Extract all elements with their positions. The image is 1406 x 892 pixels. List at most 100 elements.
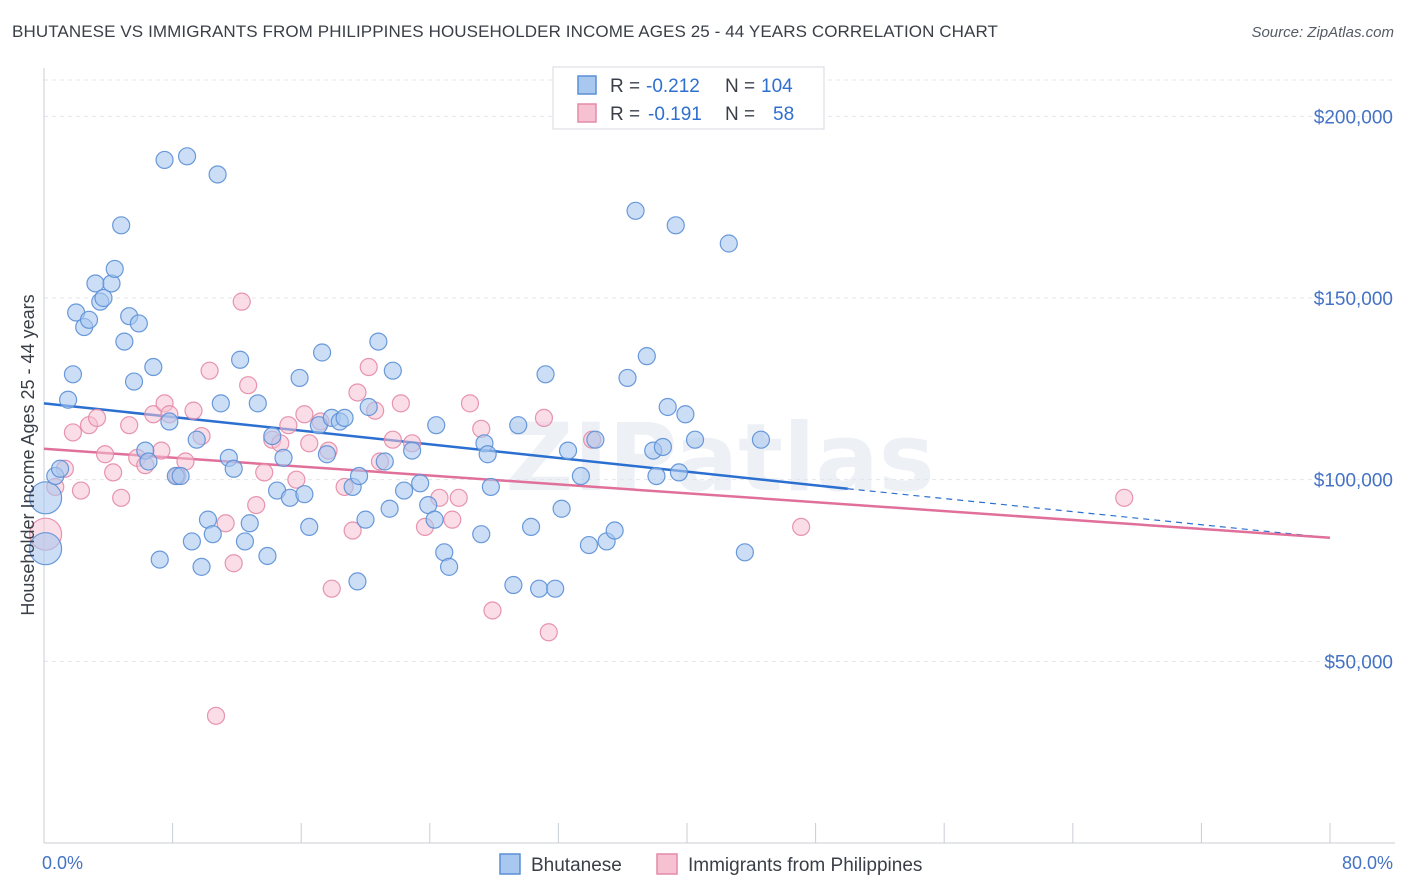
y-tick-label-2: $150,000 bbox=[1314, 289, 1393, 310]
philippines-point-57 bbox=[792, 517, 811, 537]
philippines-point-10 bbox=[120, 416, 139, 435]
bhutanese-point-83 bbox=[558, 441, 578, 460]
philippines-point-9 bbox=[112, 488, 131, 507]
y-tick-label-3: $200,000 bbox=[1314, 107, 1393, 128]
bhutanese-point-15 bbox=[115, 332, 134, 351]
philippines-point-23 bbox=[216, 514, 235, 533]
chart-title: BHUTANESE VS IMMIGRANTS FROM PHILIPPINES… bbox=[12, 22, 999, 41]
bhutanese-point-69 bbox=[425, 510, 444, 529]
bhutanese-point-18 bbox=[129, 314, 148, 333]
philippines-point-51 bbox=[460, 394, 480, 413]
bhutanese-point-94 bbox=[653, 437, 672, 457]
bhutanese-point-68 bbox=[427, 416, 446, 435]
philippines-point-3 bbox=[63, 423, 83, 442]
bhutanese-point-74 bbox=[478, 445, 497, 464]
bhutanese-point-17 bbox=[124, 372, 144, 391]
philippines-trend-line bbox=[43, 447, 1331, 540]
bhutanese-point-21 bbox=[144, 357, 163, 377]
bhutanese-point-39 bbox=[240, 514, 259, 533]
bottom-legend: Bhutanese Immigrants from Philippines bbox=[499, 853, 922, 876]
philippines-point-6 bbox=[87, 408, 107, 427]
philippines-point-28 bbox=[255, 463, 274, 482]
bhutanese-point-28 bbox=[182, 532, 201, 551]
philippines-point-32 bbox=[287, 470, 306, 489]
bhutanese-point-0 bbox=[29, 481, 63, 515]
bhutanese-point-72 bbox=[472, 525, 491, 544]
bhutanese-point-86 bbox=[586, 430, 605, 449]
bhutanese-point-71 bbox=[439, 557, 459, 576]
legend-r-value-1: -0.212 bbox=[646, 76, 700, 97]
y-tick-label-1: $100,000 bbox=[1314, 471, 1393, 492]
legend-swatch-bhutanese bbox=[577, 75, 597, 95]
bottom-legend-label-philippines: Immigrants from Philippines bbox=[688, 855, 922, 876]
legend-r-label-1: R = bbox=[610, 76, 640, 97]
bhutanese-point-34 bbox=[211, 394, 230, 413]
bhutanese-point-57 bbox=[349, 466, 369, 486]
bhutanese-point-58 bbox=[356, 510, 375, 529]
philippines-point-41 bbox=[359, 357, 378, 377]
x-tick-label-1: 80.0% bbox=[1342, 853, 1393, 873]
bhutanese-point-82 bbox=[552, 499, 571, 518]
bhutanese-point-27 bbox=[177, 147, 197, 166]
bhutanese-point-97 bbox=[669, 463, 689, 482]
bhutanese-point-63 bbox=[383, 361, 402, 380]
bhutanese-point-66 bbox=[411, 474, 430, 493]
axes bbox=[43, 68, 1395, 844]
data-points bbox=[29, 147, 1134, 725]
legend-r-label-2: R = bbox=[610, 104, 640, 125]
philippines-point-8 bbox=[104, 463, 123, 482]
legend-n-label-1: N = bbox=[725, 76, 755, 97]
bhutanese-point-47 bbox=[295, 485, 314, 504]
philippines-point-40 bbox=[348, 383, 367, 402]
philippines-point-7 bbox=[95, 445, 115, 464]
bhutanese-point-102 bbox=[751, 430, 771, 449]
philippines-point-53 bbox=[483, 601, 502, 620]
philippines-point-50 bbox=[449, 488, 468, 507]
bottom-legend-swatch-philippines bbox=[656, 853, 678, 875]
bottom-legend-label-bhutanese: Bhutanese bbox=[531, 855, 622, 876]
legend-n-value-2: 58 bbox=[773, 104, 794, 125]
philippines-point-37 bbox=[322, 579, 341, 598]
bhutanese-point-22 bbox=[150, 550, 169, 569]
bhutanese-point-37 bbox=[231, 350, 250, 369]
trend-lines bbox=[43, 402, 1331, 540]
bhutanese-point-24 bbox=[160, 412, 179, 431]
bhutanese-point-78 bbox=[521, 517, 541, 537]
bhutanese-point-101 bbox=[735, 543, 754, 562]
philippines-point-26 bbox=[239, 376, 258, 395]
philippines-point-31 bbox=[279, 416, 298, 435]
legend-swatch-philippines bbox=[577, 103, 597, 123]
bhutanese-point-13 bbox=[105, 259, 124, 279]
bottom-legend-swatch-bhutanese bbox=[499, 853, 521, 875]
bhutanese-point-60 bbox=[369, 332, 388, 351]
bhutanese-point-59 bbox=[359, 397, 378, 417]
bhutanese-point-50 bbox=[312, 343, 332, 362]
bhutanese-point-84 bbox=[571, 466, 591, 486]
bhutanese-point-80 bbox=[536, 365, 555, 384]
philippines-point-44 bbox=[383, 430, 402, 449]
philippines-point-4 bbox=[71, 481, 91, 500]
bhutanese-point-38 bbox=[235, 532, 255, 551]
bhutanese-point-62 bbox=[380, 499, 399, 518]
philippines-point-22 bbox=[206, 706, 226, 725]
philippines-point-27 bbox=[247, 496, 266, 515]
bhutanese-trend-line bbox=[43, 402, 848, 490]
philippines-point-33 bbox=[295, 405, 314, 424]
bhutanese-point-100 bbox=[719, 234, 738, 253]
bhutanese-point-95 bbox=[658, 397, 677, 417]
y-tick-label-0: $50,000 bbox=[1324, 652, 1393, 673]
bhutanese-point-75 bbox=[481, 477, 500, 497]
philippines-point-49 bbox=[443, 510, 462, 529]
philippines-point-55 bbox=[539, 623, 558, 642]
philippines-point-24 bbox=[224, 554, 243, 573]
bhutanese-point-20 bbox=[139, 452, 158, 471]
bhutanese-point-65 bbox=[403, 441, 422, 460]
philippines-point-54 bbox=[534, 408, 554, 427]
bhutanese-point-61 bbox=[375, 452, 394, 471]
bhutanese-point-44 bbox=[274, 448, 293, 467]
bhutanese-point-89 bbox=[618, 368, 637, 388]
bhutanese-point-33 bbox=[208, 165, 227, 184]
bhutanese-trend-extension bbox=[847, 488, 1331, 539]
philippines-point-39 bbox=[343, 521, 362, 540]
bhutanese-point-40 bbox=[248, 394, 267, 413]
